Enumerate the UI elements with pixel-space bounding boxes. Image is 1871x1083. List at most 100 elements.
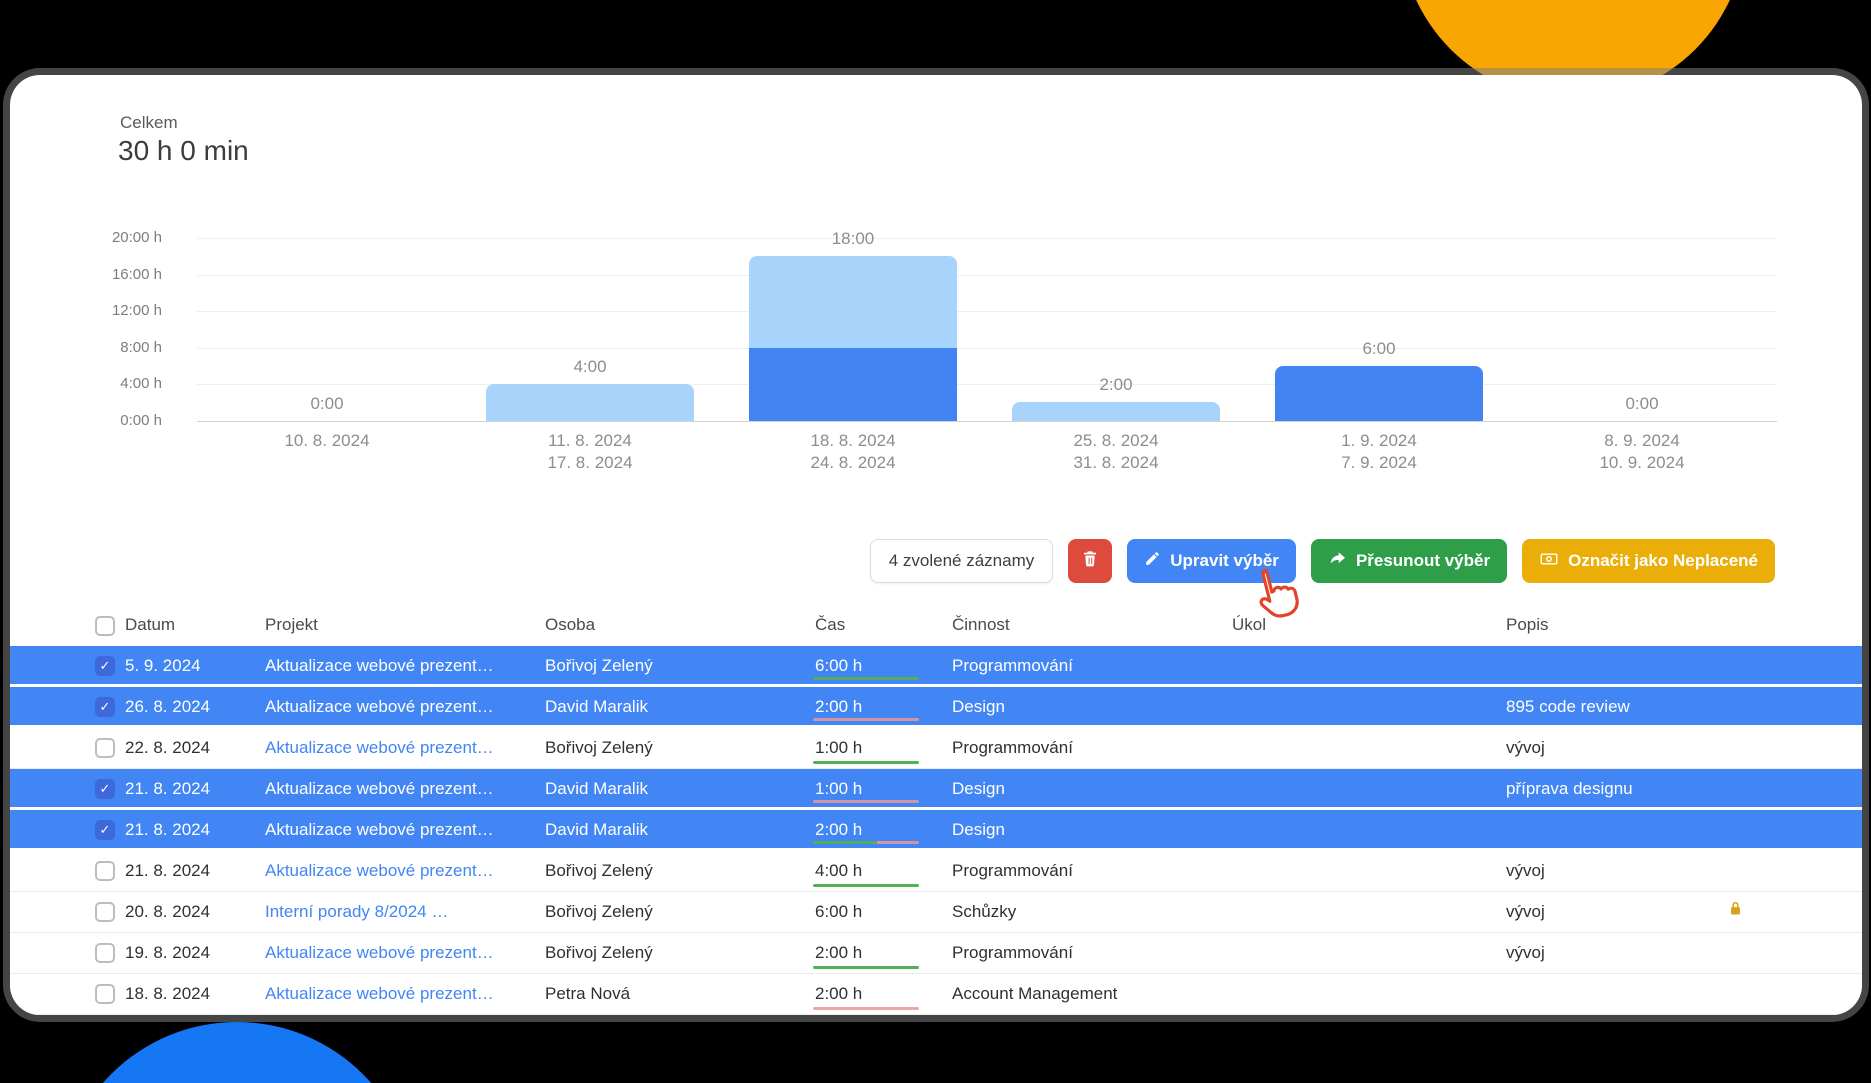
row-cinnost: Design (952, 820, 1005, 839)
row-cas: 4:00 h (815, 861, 863, 880)
chart-x-label: 24. 8. 2024 (810, 453, 896, 472)
row-popis: vývoj (1506, 943, 1545, 962)
row-cas: 2:00 h (815, 820, 863, 839)
time-type-underline (813, 1007, 919, 1010)
row-cas: 1:00 h (815, 738, 863, 757)
delete-selection-button[interactable] (1068, 539, 1113, 583)
bar-segment-light-blue-hours (749, 256, 957, 348)
chart-gridline (197, 238, 1777, 239)
table-row[interactable]: 20. 8. 2024 Interní porady 8/2024 … Boři… (10, 892, 1862, 933)
time-type-underline (813, 718, 919, 721)
row-cinnost: Design (952, 697, 1005, 716)
select-all-checkbox[interactable] (95, 616, 115, 636)
row-cas: 2:00 h (815, 984, 863, 1003)
row-projekt-link[interactable]: Aktualizace webové prezent… (265, 656, 494, 675)
table-row[interactable]: 26. 8. 2024 Aktualizace webové prezent… … (10, 687, 1862, 728)
chart-gridline (197, 274, 1777, 276)
row-projekt-link[interactable]: Aktualizace webové prezent… (265, 779, 494, 798)
row-popis: vývoj (1506, 738, 1545, 757)
table-body: 5. 9. 2024 Aktualizace webové prezent… B… (10, 646, 1862, 1015)
chart-x-label: 11. 8. 2024 (548, 431, 632, 450)
chart-gridline (197, 311, 1777, 312)
mark-unpaid-button[interactable]: Označit jako Neplacené (1522, 539, 1775, 583)
bar-segment-light-blue-hours (1012, 402, 1220, 421)
column-header-projekt: Projekt (265, 615, 318, 634)
row-cas: 6:00 h (815, 656, 863, 675)
underline-segment-pink (813, 718, 919, 721)
chart-x-label: 10. 8. 2024 (284, 431, 370, 450)
row-checkbox[interactable] (95, 738, 115, 758)
total-label: Celkem (120, 113, 178, 132)
row-checkbox[interactable] (95, 697, 115, 717)
move-selection-button[interactable]: Přesunout výběr (1310, 539, 1508, 583)
pencil-icon (1144, 550, 1161, 572)
row-datum: 5. 9. 2024 (125, 656, 201, 675)
mark-unpaid-label: Označit jako Neplacené (1568, 551, 1758, 570)
edit-selection-button[interactable]: Upravit výběr (1127, 539, 1296, 583)
time-type-underline (813, 966, 919, 969)
row-osoba: Bořivoj Zelený (545, 738, 653, 757)
row-cinnost: Schůzky (952, 902, 1017, 921)
chart-x-label: 25. 8. 2024 (1073, 431, 1159, 450)
row-checkbox[interactable] (95, 984, 115, 1004)
row-checkbox[interactable] (95, 779, 115, 799)
row-osoba: David Maralik (545, 697, 648, 716)
chart-gridline (197, 347, 1777, 349)
row-checkbox[interactable] (95, 861, 115, 881)
time-type-underline (813, 800, 919, 803)
row-osoba: Bořivoj Zelený (545, 861, 653, 880)
selection-count-pill: 4 zvolené záznamy (869, 539, 1054, 583)
column-header-osoba: Osoba (545, 615, 596, 634)
table-row[interactable]: 21. 8. 2024 Aktualizace webové prezent… … (10, 851, 1862, 892)
banknote-icon (1539, 549, 1559, 574)
chart-y-tick: 8:00 h (120, 338, 162, 356)
chart-y-tick: 0:00 h (120, 411, 162, 429)
row-checkbox[interactable] (95, 943, 115, 963)
row-projekt-link[interactable]: Aktualizace webové prezent… (265, 984, 494, 1003)
underline-segment-green (813, 677, 919, 680)
table-row[interactable]: 18. 8. 2024 Aktualizace webové prezent… … (10, 974, 1862, 1015)
chart-gridline (197, 420, 1777, 422)
row-projekt-link[interactable]: Aktualizace webové prezent… (265, 820, 494, 839)
row-osoba: Bořivoj Zelený (545, 902, 653, 921)
row-checkbox[interactable] (95, 656, 115, 676)
table-row[interactable]: 21. 8. 2024 Aktualizace webové prezent… … (10, 810, 1862, 851)
bar-segment-dark-blue-hours (1275, 365, 1483, 421)
time-type-underline (813, 677, 919, 680)
chart-x-label: 8. 9. 2024 (1604, 431, 1680, 450)
bar-segment-light-blue-hours (486, 384, 694, 421)
trash-icon (1081, 549, 1099, 573)
row-checkbox[interactable] (95, 820, 115, 840)
row-osoba: Petra Nová (545, 984, 631, 1003)
column-header-ukol: Úkol (1232, 615, 1267, 634)
table-row[interactable]: 21. 8. 2024 Aktualizace webové prezent… … (10, 769, 1862, 810)
chart-x-label: 1. 9. 2024 (1341, 431, 1417, 450)
table-header-row: Datum Projekt Osoba Čas Činnost Úkol Pop… (10, 608, 1862, 646)
bar-value-label: 18:00 (831, 229, 875, 249)
row-cinnost: Programmování (952, 656, 1073, 675)
row-osoba: David Maralik (545, 820, 648, 839)
row-projekt-link[interactable]: Aktualizace webové prezent… (265, 861, 494, 880)
row-datum: 19. 8. 2024 (125, 943, 211, 962)
bar-value-label: 4:00 (573, 357, 607, 376)
chart-x-label: 17. 8. 2024 (547, 453, 633, 472)
table-row[interactable]: 22. 8. 2024 Aktualizace webové prezent… … (10, 728, 1862, 769)
underline-segment-green (813, 966, 919, 969)
row-osoba: David Maralik (545, 779, 648, 798)
edit-selection-label: Upravit výběr (1170, 551, 1279, 570)
row-cinnost: Account Management (952, 984, 1118, 1003)
row-projekt-link[interactable]: Aktualizace webové prezent… (265, 738, 494, 757)
row-popis: příprava designu (1506, 779, 1633, 798)
move-selection-label: Přesunout výběr (1355, 551, 1491, 570)
row-datum: 18. 8. 2024 (125, 984, 211, 1003)
row-projekt-link[interactable]: Aktualizace webové prezent… (265, 697, 494, 716)
table-row[interactable]: 5. 9. 2024 Aktualizace webové prezent… B… (10, 646, 1862, 687)
chart-x-label: 18. 8. 2024 (810, 431, 896, 450)
row-projekt-link[interactable]: Interní porady 8/2024 … (265, 902, 449, 921)
row-checkbox[interactable] (95, 902, 115, 922)
row-projekt-link[interactable]: Aktualizace webové prezent… (265, 943, 494, 962)
table-row[interactable]: 19. 8. 2024 Aktualizace webové prezent… … (10, 933, 1862, 974)
bar-value-label: 0:00 (310, 393, 344, 413)
underline-segment-green (813, 841, 877, 844)
